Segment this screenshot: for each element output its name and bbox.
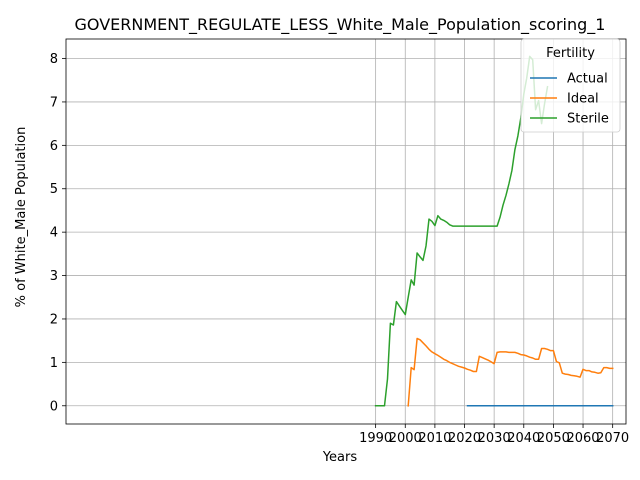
plot-area-frame [65, 38, 627, 425]
y-tick-label: 8 [50, 52, 58, 67]
y-tick-label: 2 [50, 312, 58, 327]
legend-label-sterile: Sterile [567, 112, 609, 127]
y-axis-ticks: 0 1 2 3 4 5 6 7 8 [50, 52, 66, 414]
series-lines [374, 55, 614, 407]
series-line-sterile [374, 55, 549, 407]
x-tick-label: 2010 [418, 431, 451, 446]
legend-box [520, 38, 621, 133]
legend-title: Fertility [546, 46, 595, 61]
x-tick-label: 2070 [596, 431, 629, 446]
x-tick-label: 2000 [389, 431, 422, 446]
y-tick-label: 4 [50, 226, 58, 241]
y-axis-label: % of White_Male Population [14, 127, 29, 308]
x-tick-label: 2030 [478, 431, 511, 446]
x-tick-label: 2040 [507, 431, 540, 446]
x-tick-label: 1990 [359, 431, 392, 446]
y-tick-label: 7 [50, 95, 58, 110]
y-tick-label: 0 [50, 399, 58, 414]
y-tick-label: 5 [50, 182, 58, 197]
legend: Fertility Actual Ideal Sterile [520, 38, 621, 133]
x-axis-label: Years [322, 450, 358, 465]
y-tick-label: 1 [50, 356, 58, 371]
legend-label-ideal: Ideal [567, 92, 599, 107]
x-tick-label: 2050 [537, 431, 570, 446]
chart-title: GOVERNMENT_REGULATE_LESS_White_Male_Popu… [75, 15, 606, 35]
x-tick-label: 2060 [566, 431, 599, 446]
series-line-ideal [407, 337, 614, 407]
y-tick-label: 3 [50, 269, 58, 284]
y-tick-label: 6 [50, 139, 58, 154]
legend-label-actual: Actual [567, 72, 608, 87]
x-tick-label: 2020 [448, 431, 481, 446]
